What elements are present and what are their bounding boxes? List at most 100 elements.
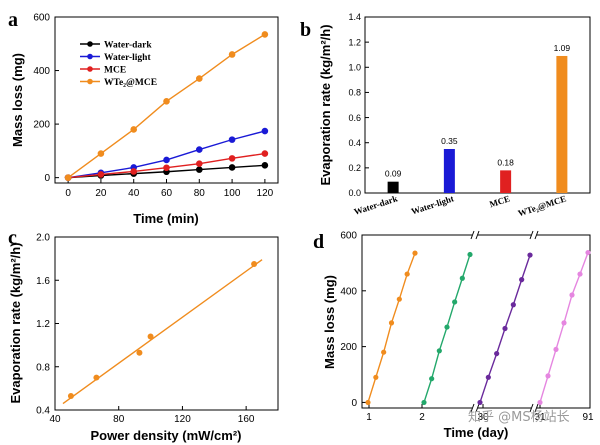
panel-b-y-tick-label: 0.2 xyxy=(348,163,361,173)
panel-a-data-point xyxy=(195,160,203,168)
panel-d-x-tick-label: 30 xyxy=(477,412,489,423)
panel-c-data-point xyxy=(147,333,154,340)
panel-d-data-point xyxy=(561,320,567,326)
panel-c-frame xyxy=(54,236,279,411)
panel-a-data-point xyxy=(64,174,72,181)
panel-d-data-point xyxy=(545,373,551,379)
panel-a-letter: a xyxy=(8,9,18,31)
panel-c-data-point xyxy=(67,392,74,399)
panel-a-data-point xyxy=(261,150,269,157)
panel-a-data-point xyxy=(261,162,269,169)
panel-d-letter: d xyxy=(313,231,324,253)
panel-d-data-point xyxy=(494,350,500,357)
panel-d-data-point xyxy=(365,399,371,406)
panel-c-x-label: Power density (mW/cm²) xyxy=(91,428,242,443)
panel-d-x-tick-label: 2 xyxy=(419,412,425,423)
panel-d-y-tick-label: 400 xyxy=(340,286,357,297)
panel-d-break-slash xyxy=(534,230,539,240)
panel-d-data-point xyxy=(421,399,427,406)
panel-b-y-tick-label: 0.8 xyxy=(348,88,361,98)
panel-c-data-point xyxy=(251,261,258,268)
panel-c-y-label: Evaporation rate (kg/m²/h) xyxy=(8,242,23,403)
watermark-text: 知乎 @MS杨站长 xyxy=(468,409,570,425)
panel-a-data-point xyxy=(228,51,236,58)
panel-a-data-point xyxy=(261,127,269,135)
panel-b-y-label: Evaporation rate (kg/m²/h) xyxy=(318,24,333,185)
panel-b-bar-value: 1.09 xyxy=(554,43,571,53)
panel-a-x-label: Time (min) xyxy=(133,211,199,226)
panel-d-x-tick-label: 91 xyxy=(582,412,594,423)
panel-a-legend-label: Water-dark xyxy=(104,40,152,50)
panel-d-y-label: Mass loss (mg) xyxy=(322,275,337,369)
panel-b-bar-value: 0.18 xyxy=(497,157,514,167)
panel-a-data-point xyxy=(261,31,269,38)
panel-c-x-tick-label: 160 xyxy=(238,414,255,425)
panel-d-data-point xyxy=(467,251,473,258)
panel-a-legend-marker xyxy=(87,66,93,72)
panel-d-data-point xyxy=(477,399,483,406)
panel-c-x-tick-label: 80 xyxy=(113,414,125,425)
panel-d-data-point xyxy=(404,271,410,277)
panel-d-y-tick-label: 0 xyxy=(351,398,357,409)
panel-d-ticks: 0 200 400 600 1 2 30 31 91 xyxy=(340,231,594,424)
panel-a-y-label: Mass loss (mg) xyxy=(10,53,25,147)
panel-d-break-gap xyxy=(531,405,537,411)
panel-b-y-tick-label: 0.6 xyxy=(348,113,361,123)
panel-d-data-point xyxy=(459,275,465,281)
panel-d-break-slash xyxy=(470,230,475,240)
panel-d-data-point xyxy=(527,252,533,258)
panel-a-data-point xyxy=(163,164,170,172)
panel-c-y-tick-label: 0.8 xyxy=(36,362,50,373)
panel-a-y-tick-label: 600 xyxy=(33,13,50,24)
panel-a-data-point xyxy=(195,166,203,173)
panel-a-ticks: 0 20 40 60 80 100 120 0 200 400 600 xyxy=(33,13,273,200)
panel-a-data-point xyxy=(228,164,236,171)
panel-c-letter: c xyxy=(8,227,17,249)
panel-d-data-point xyxy=(485,374,491,380)
panel-a-legend-marker xyxy=(87,41,93,47)
panel-d-data-point xyxy=(519,277,525,283)
panel-a-data-point xyxy=(163,98,170,105)
panel-c-y-tick-label: 1.6 xyxy=(36,276,50,287)
panel-d-data-point xyxy=(510,302,516,308)
panel-b-category-label: WTe₂@MCE xyxy=(517,193,568,218)
panel-d-data-point xyxy=(412,250,418,256)
panel-c-x-tick-label: 40 xyxy=(49,414,61,425)
panel-a-x-tick-label: 120 xyxy=(257,188,274,199)
panel-d-break-slash xyxy=(470,403,475,413)
panel-d-data-point xyxy=(577,271,583,277)
panel-a-legend-marker xyxy=(87,78,93,85)
panel-d-series xyxy=(365,249,591,406)
panel-a-legend-label: WTe₂@MCE xyxy=(104,78,157,88)
panel-d-chart: 0 200 400 600 1 2 30 31 91 Time (day) Mass loss … xyxy=(322,231,594,441)
panel-a-x-tick-label: 80 xyxy=(194,188,206,199)
panel-a-data-point xyxy=(130,168,138,175)
panel-d-x-tick-label: 31 xyxy=(534,412,546,423)
panel-a-x-tick-label: 40 xyxy=(128,188,140,199)
panel-b-y-tick-label: 1.0 xyxy=(348,62,361,72)
panel-d-frame xyxy=(361,234,591,409)
panel-c-y-tick-label: 0.4 xyxy=(36,406,50,417)
panel-a-x-tick-label: 20 xyxy=(95,188,107,199)
panel-a-data-point xyxy=(195,146,203,153)
panel-a-data-point xyxy=(163,156,170,164)
panel-c-data-point xyxy=(93,374,100,381)
panel-d-break-gap xyxy=(472,405,478,411)
panel-c-fit-line xyxy=(62,259,263,405)
panel-c-x-tick-label: 120 xyxy=(174,414,191,425)
panel-d-data-point xyxy=(553,346,559,353)
panel-d-axis-breaks xyxy=(470,230,539,413)
panel-c-data-point xyxy=(136,349,143,356)
panel-d-y-tick-label: 600 xyxy=(340,231,357,242)
panel-a-x-tick-label: 100 xyxy=(224,188,241,199)
panel-a-legend-label: Water-light xyxy=(104,53,151,63)
panel-d-data-point xyxy=(452,299,458,305)
panel-d-data-point xyxy=(436,348,442,354)
panel-a-data-point xyxy=(130,126,138,133)
panel-c-y-tick-label: 1.2 xyxy=(36,319,50,330)
panel-a-data-point xyxy=(228,136,236,143)
panel-b-y-tick-label: 1.2 xyxy=(348,37,361,47)
panel-b-y-tick-label: 1.4 xyxy=(348,12,361,22)
